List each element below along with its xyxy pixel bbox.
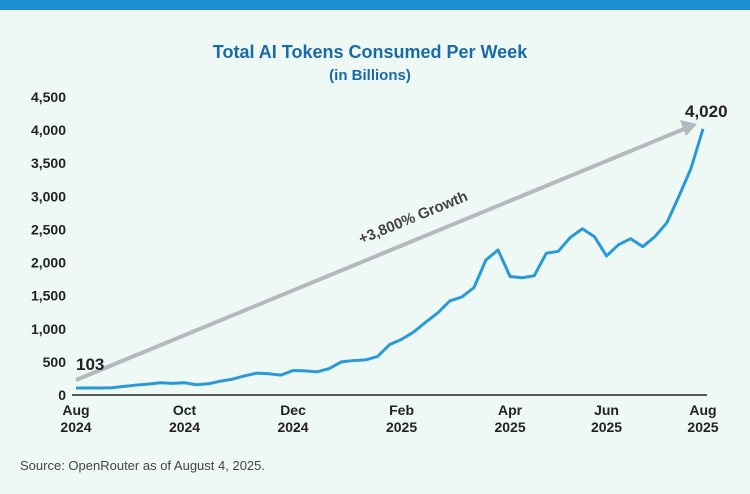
y-tick-label: 0 (58, 387, 66, 403)
y-tick-label: 1,500 (31, 288, 66, 304)
y-tick-label: 4,000 (31, 122, 66, 138)
growth-arrowhead (680, 120, 697, 136)
x-tick-label: Feb 2025 (386, 402, 417, 435)
y-tick-label: 2,500 (31, 221, 66, 237)
x-tick-label: Aug 2024 (60, 402, 91, 435)
y-tick-label: 3,500 (31, 155, 66, 171)
x-tick-label: Apr 2025 (494, 402, 525, 435)
chart-subtitle: (in Billions) (329, 67, 411, 84)
growth-arrow (75, 127, 685, 382)
y-tick-label: 3,000 (31, 188, 66, 204)
data-line (75, 128, 705, 390)
chart-title: Total AI Tokens Consumed Per Week (213, 42, 528, 62)
x-tick-label: Jun 2025 (591, 402, 622, 435)
y-tick-label: 2,000 (31, 255, 66, 271)
x-tick-label: Aug 2025 (687, 402, 718, 435)
x-tick-label: Oct 2024 (169, 402, 200, 435)
top-band (0, 0, 750, 10)
y-tick-label: 4,500 (31, 89, 66, 105)
x-tick-label: Dec 2024 (277, 402, 308, 435)
y-tick-label: 500 (43, 354, 67, 370)
data-label: 103 (76, 355, 104, 374)
data-label: 4,020 (685, 102, 728, 121)
source-note: Source: OpenRouter as of August 4, 2025. (20, 458, 265, 473)
y-tick-label: 1,000 (31, 321, 66, 337)
